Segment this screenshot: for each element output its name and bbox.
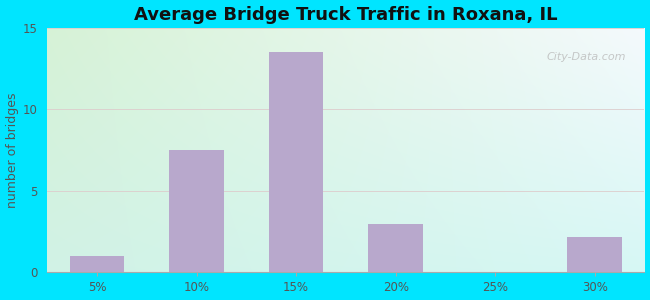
Bar <box>369 224 423 272</box>
Bar <box>268 52 324 272</box>
Title: Average Bridge Truck Traffic in Roxana, IL: Average Bridge Truck Traffic in Roxana, … <box>134 6 558 24</box>
Bar <box>70 256 124 272</box>
Bar <box>169 150 224 272</box>
Y-axis label: number of bridges: number of bridges <box>6 92 19 208</box>
Text: City-Data.com: City-Data.com <box>547 52 627 62</box>
Bar <box>567 237 622 272</box>
